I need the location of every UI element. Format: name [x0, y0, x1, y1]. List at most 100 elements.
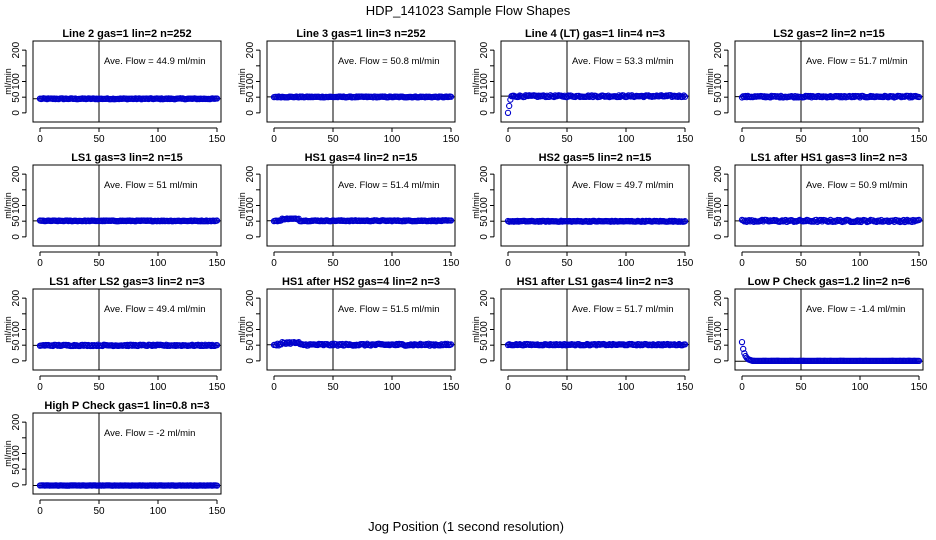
- average-label: Ave. Flow = 50.9 ml/min: [806, 180, 908, 191]
- panel-title: Line 4 (LT) gas=1 lin=4 n=3: [525, 28, 665, 40]
- x-tick-label: 100: [150, 382, 167, 393]
- x-tick-label: 100: [384, 382, 401, 393]
- average-label: Ave. Flow = 49.4 ml/min: [104, 304, 206, 315]
- data-points: [270, 338, 455, 349]
- y-tick-label: 100: [713, 73, 724, 90]
- y-tick-label-minor: 50: [479, 215, 490, 227]
- data-point: [447, 217, 455, 224]
- x-tick-label: 150: [911, 134, 928, 145]
- average-unit: ml/min: [880, 180, 908, 191]
- x-tick-label: 50: [795, 258, 807, 269]
- average-unit: ml/min: [178, 304, 206, 315]
- average-value: 50.8: [388, 56, 412, 67]
- data-points: [738, 216, 923, 226]
- data-points: [270, 215, 455, 225]
- y-axis-title: ml/min: [471, 192, 481, 219]
- x-tick-label: 150: [911, 382, 928, 393]
- average-unit: ml/min: [167, 428, 195, 439]
- y-tick-label: 0: [479, 358, 490, 364]
- y-tick-label-minor: 50: [479, 91, 490, 103]
- x-tick-label: 50: [327, 382, 339, 393]
- average-label-prefix: Ave. Flow =: [572, 56, 622, 67]
- average-label-prefix: Ave. Flow =: [104, 304, 154, 315]
- average-label: Ave. Flow = 51.4 ml/min: [338, 180, 440, 191]
- panel: LS1 after LS2 gas=3 lin=2 n=3010020050ml…: [3, 276, 226, 393]
- x-tick-label: 150: [209, 506, 226, 517]
- panel-title: Line 3 gas=1 lin=3 n=252: [296, 28, 425, 40]
- data-point: [681, 341, 689, 348]
- data-point: [915, 216, 923, 224]
- panel: LS1 after HS1 gas=3 lin=2 n=3010020050ml…: [705, 152, 928, 269]
- average-value: 53.3: [622, 56, 646, 67]
- y-tick-label: 100: [713, 197, 724, 214]
- y-tick-label: 100: [11, 197, 22, 214]
- data-point: [504, 109, 512, 117]
- panel: High P Check gas=1 lin=0.8 n=3010020050m…: [3, 400, 226, 517]
- average-label-prefix: Ave. Flow =: [104, 428, 154, 439]
- panel: Low P Check gas=1.2 lin=2 n=6010020050ml…: [705, 276, 928, 393]
- x-tick-label: 100: [618, 134, 635, 145]
- y-tick-label-minor: 50: [713, 215, 724, 227]
- x-tick-label: 0: [505, 382, 511, 393]
- data-point: [681, 218, 689, 225]
- y-tick-label: 0: [713, 234, 724, 240]
- average-value: 51.7: [622, 304, 646, 315]
- data-points: [36, 341, 221, 350]
- panel-title: LS2 gas=2 lin=2 n=15: [773, 28, 885, 40]
- average-label: Ave. Flow = -2 ml/min: [104, 428, 195, 439]
- panel-title: Low P Check gas=1.2 lin=2 n=6: [748, 276, 911, 288]
- x-axis-title: Jog Position (1 second resolution): [368, 519, 564, 534]
- data-point: [213, 482, 221, 489]
- average-unit: ml/min: [880, 56, 908, 67]
- data-point: [506, 102, 513, 110]
- x-tick-label: 150: [443, 258, 460, 269]
- panels-group: Line 2 gas=1 lin=2 n=252010020050ml/min0…: [3, 28, 928, 517]
- average-label: Ave. Flow = 44.9 ml/min: [104, 56, 206, 67]
- average-value: 49.7: [622, 180, 646, 191]
- plot-frame: [734, 40, 924, 123]
- y-tick-label: 0: [245, 234, 256, 240]
- x-tick-label: 0: [505, 134, 511, 145]
- panel: HS1 after LS1 gas=4 lin=2 n=3010020050ml…: [471, 276, 694, 393]
- data-point: [740, 345, 747, 353]
- data-points: [504, 340, 689, 349]
- y-axis-title: ml/min: [705, 192, 715, 219]
- average-unit: ml/min: [646, 304, 674, 315]
- y-tick-label-minor: 50: [713, 339, 724, 351]
- x-tick-label: 0: [271, 258, 277, 269]
- x-tick-label: 0: [37, 382, 43, 393]
- data-point: [681, 93, 689, 100]
- average-label: Ave. Flow = 51.7 ml/min: [572, 304, 674, 315]
- x-tick-label: 50: [795, 134, 807, 145]
- y-tick-label: 100: [245, 321, 256, 338]
- average-label: Ave. Flow = 51 ml/min: [104, 180, 198, 191]
- y-tick-label: 100: [479, 197, 490, 214]
- plot-frame: [500, 40, 690, 123]
- data-points: [36, 217, 221, 225]
- average-label-prefix: Ave. Flow =: [338, 304, 388, 315]
- y-axis-title: ml/min: [471, 68, 481, 95]
- x-tick-label: 50: [561, 134, 573, 145]
- x-tick-label: 100: [618, 258, 635, 269]
- panel: HS1 after HS2 gas=4 lin=2 n=3010020050ml…: [237, 276, 460, 393]
- average-value: 51.4: [388, 180, 412, 191]
- plot-frame: [32, 412, 222, 495]
- average-label-prefix: Ave. Flow =: [572, 304, 622, 315]
- y-tick-label: 100: [11, 73, 22, 90]
- data-point: [679, 93, 686, 100]
- data-point: [447, 93, 455, 100]
- y-axis-title: ml/min: [3, 68, 13, 95]
- plot-frame: [734, 164, 924, 247]
- y-axis-title: ml/min: [237, 316, 247, 343]
- x-tick-label: 0: [271, 382, 277, 393]
- y-tick-label-minor: 50: [245, 339, 256, 351]
- y-tick-label: 0: [479, 110, 490, 116]
- average-label-prefix: Ave. Flow =: [338, 180, 388, 191]
- data-points: [36, 482, 221, 489]
- y-axis-title: ml/min: [3, 440, 13, 467]
- plot-frame: [32, 288, 222, 371]
- y-tick-label: 100: [479, 73, 490, 90]
- y-tick-label: 100: [713, 321, 724, 338]
- x-tick-label: 100: [150, 134, 167, 145]
